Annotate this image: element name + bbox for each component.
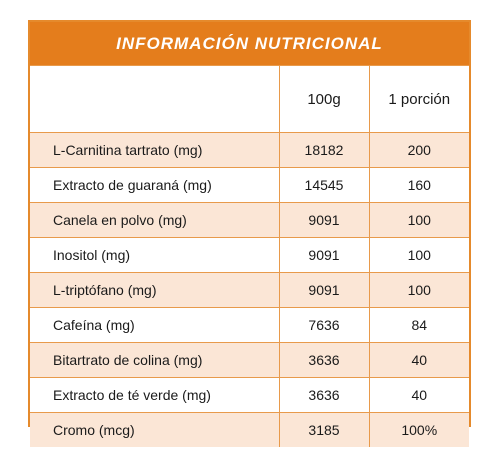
table-row: Cafeína (mg) 7636 84 bbox=[30, 307, 469, 343]
value-per-serving: 84 bbox=[368, 307, 469, 343]
table-row: Inositol (mg) 9091 100 bbox=[30, 237, 469, 273]
header-cell-serving: 1 porción bbox=[368, 65, 469, 133]
value-per-serving: 100 bbox=[368, 237, 469, 273]
nutrition-panel: INFORMACIÓN NUTRICIONAL 100g 1 porción L… bbox=[28, 20, 471, 447]
table-row: Extracto de guaraná (mg) 14545 160 bbox=[30, 167, 469, 203]
table-row: Extracto de té verde (mg) 3636 40 bbox=[30, 377, 469, 413]
value-per-100g: 3636 bbox=[278, 377, 370, 413]
value-per-serving: 40 bbox=[368, 342, 469, 378]
table-row: Canela en polvo (mg) 9091 100 bbox=[30, 202, 469, 238]
header-cell-name bbox=[30, 65, 280, 133]
value-per-serving: 100 bbox=[368, 272, 469, 308]
value-per-100g: 9091 bbox=[278, 237, 370, 273]
value-per-serving: 200 bbox=[368, 132, 469, 168]
nutrient-name: Cromo (mcg) bbox=[30, 412, 280, 447]
value-per-100g: 7636 bbox=[278, 307, 370, 343]
nutrient-name: Extracto de té verde (mg) bbox=[30, 377, 280, 413]
value-per-100g: 14545 bbox=[278, 167, 370, 203]
value-per-serving: 160 bbox=[368, 167, 469, 203]
nutrition-title: INFORMACIÓN NUTRICIONAL bbox=[30, 22, 469, 65]
table-row: L-Carnitina tartrato (mg) 18182 200 bbox=[30, 132, 469, 168]
value-per-100g: 9091 bbox=[278, 202, 370, 238]
table-row: Bitartrato de colina (mg) 3636 40 bbox=[30, 342, 469, 378]
value-per-serving: 100% bbox=[368, 412, 469, 447]
table-row: Cromo (mcg) 3185 100% bbox=[30, 412, 469, 447]
table-header-row: 100g 1 porción bbox=[30, 65, 469, 133]
header-cell-100g: 100g bbox=[278, 65, 370, 133]
nutrient-name: Canela en polvo (mg) bbox=[30, 202, 280, 238]
value-per-100g: 9091 bbox=[278, 272, 370, 308]
nutrient-name: Extracto de guaraná (mg) bbox=[30, 167, 280, 203]
nutrient-name: Inositol (mg) bbox=[30, 237, 280, 273]
value-per-100g: 3185 bbox=[278, 412, 370, 447]
value-per-100g: 3636 bbox=[278, 342, 370, 378]
nutrient-name: L-Carnitina tartrato (mg) bbox=[30, 132, 280, 168]
table-row: L-triptófano (mg) 9091 100 bbox=[30, 272, 469, 308]
value-per-100g: 18182 bbox=[278, 132, 370, 168]
nutrient-name: L-triptófano (mg) bbox=[30, 272, 280, 308]
nutrient-name: Cafeína (mg) bbox=[30, 307, 280, 343]
nutrition-table: 100g 1 porción L-Carnitina tartrato (mg)… bbox=[30, 65, 469, 447]
nutrient-name: Bitartrato de colina (mg) bbox=[30, 342, 280, 378]
value-per-serving: 100 bbox=[368, 202, 469, 238]
value-per-serving: 40 bbox=[368, 377, 469, 413]
